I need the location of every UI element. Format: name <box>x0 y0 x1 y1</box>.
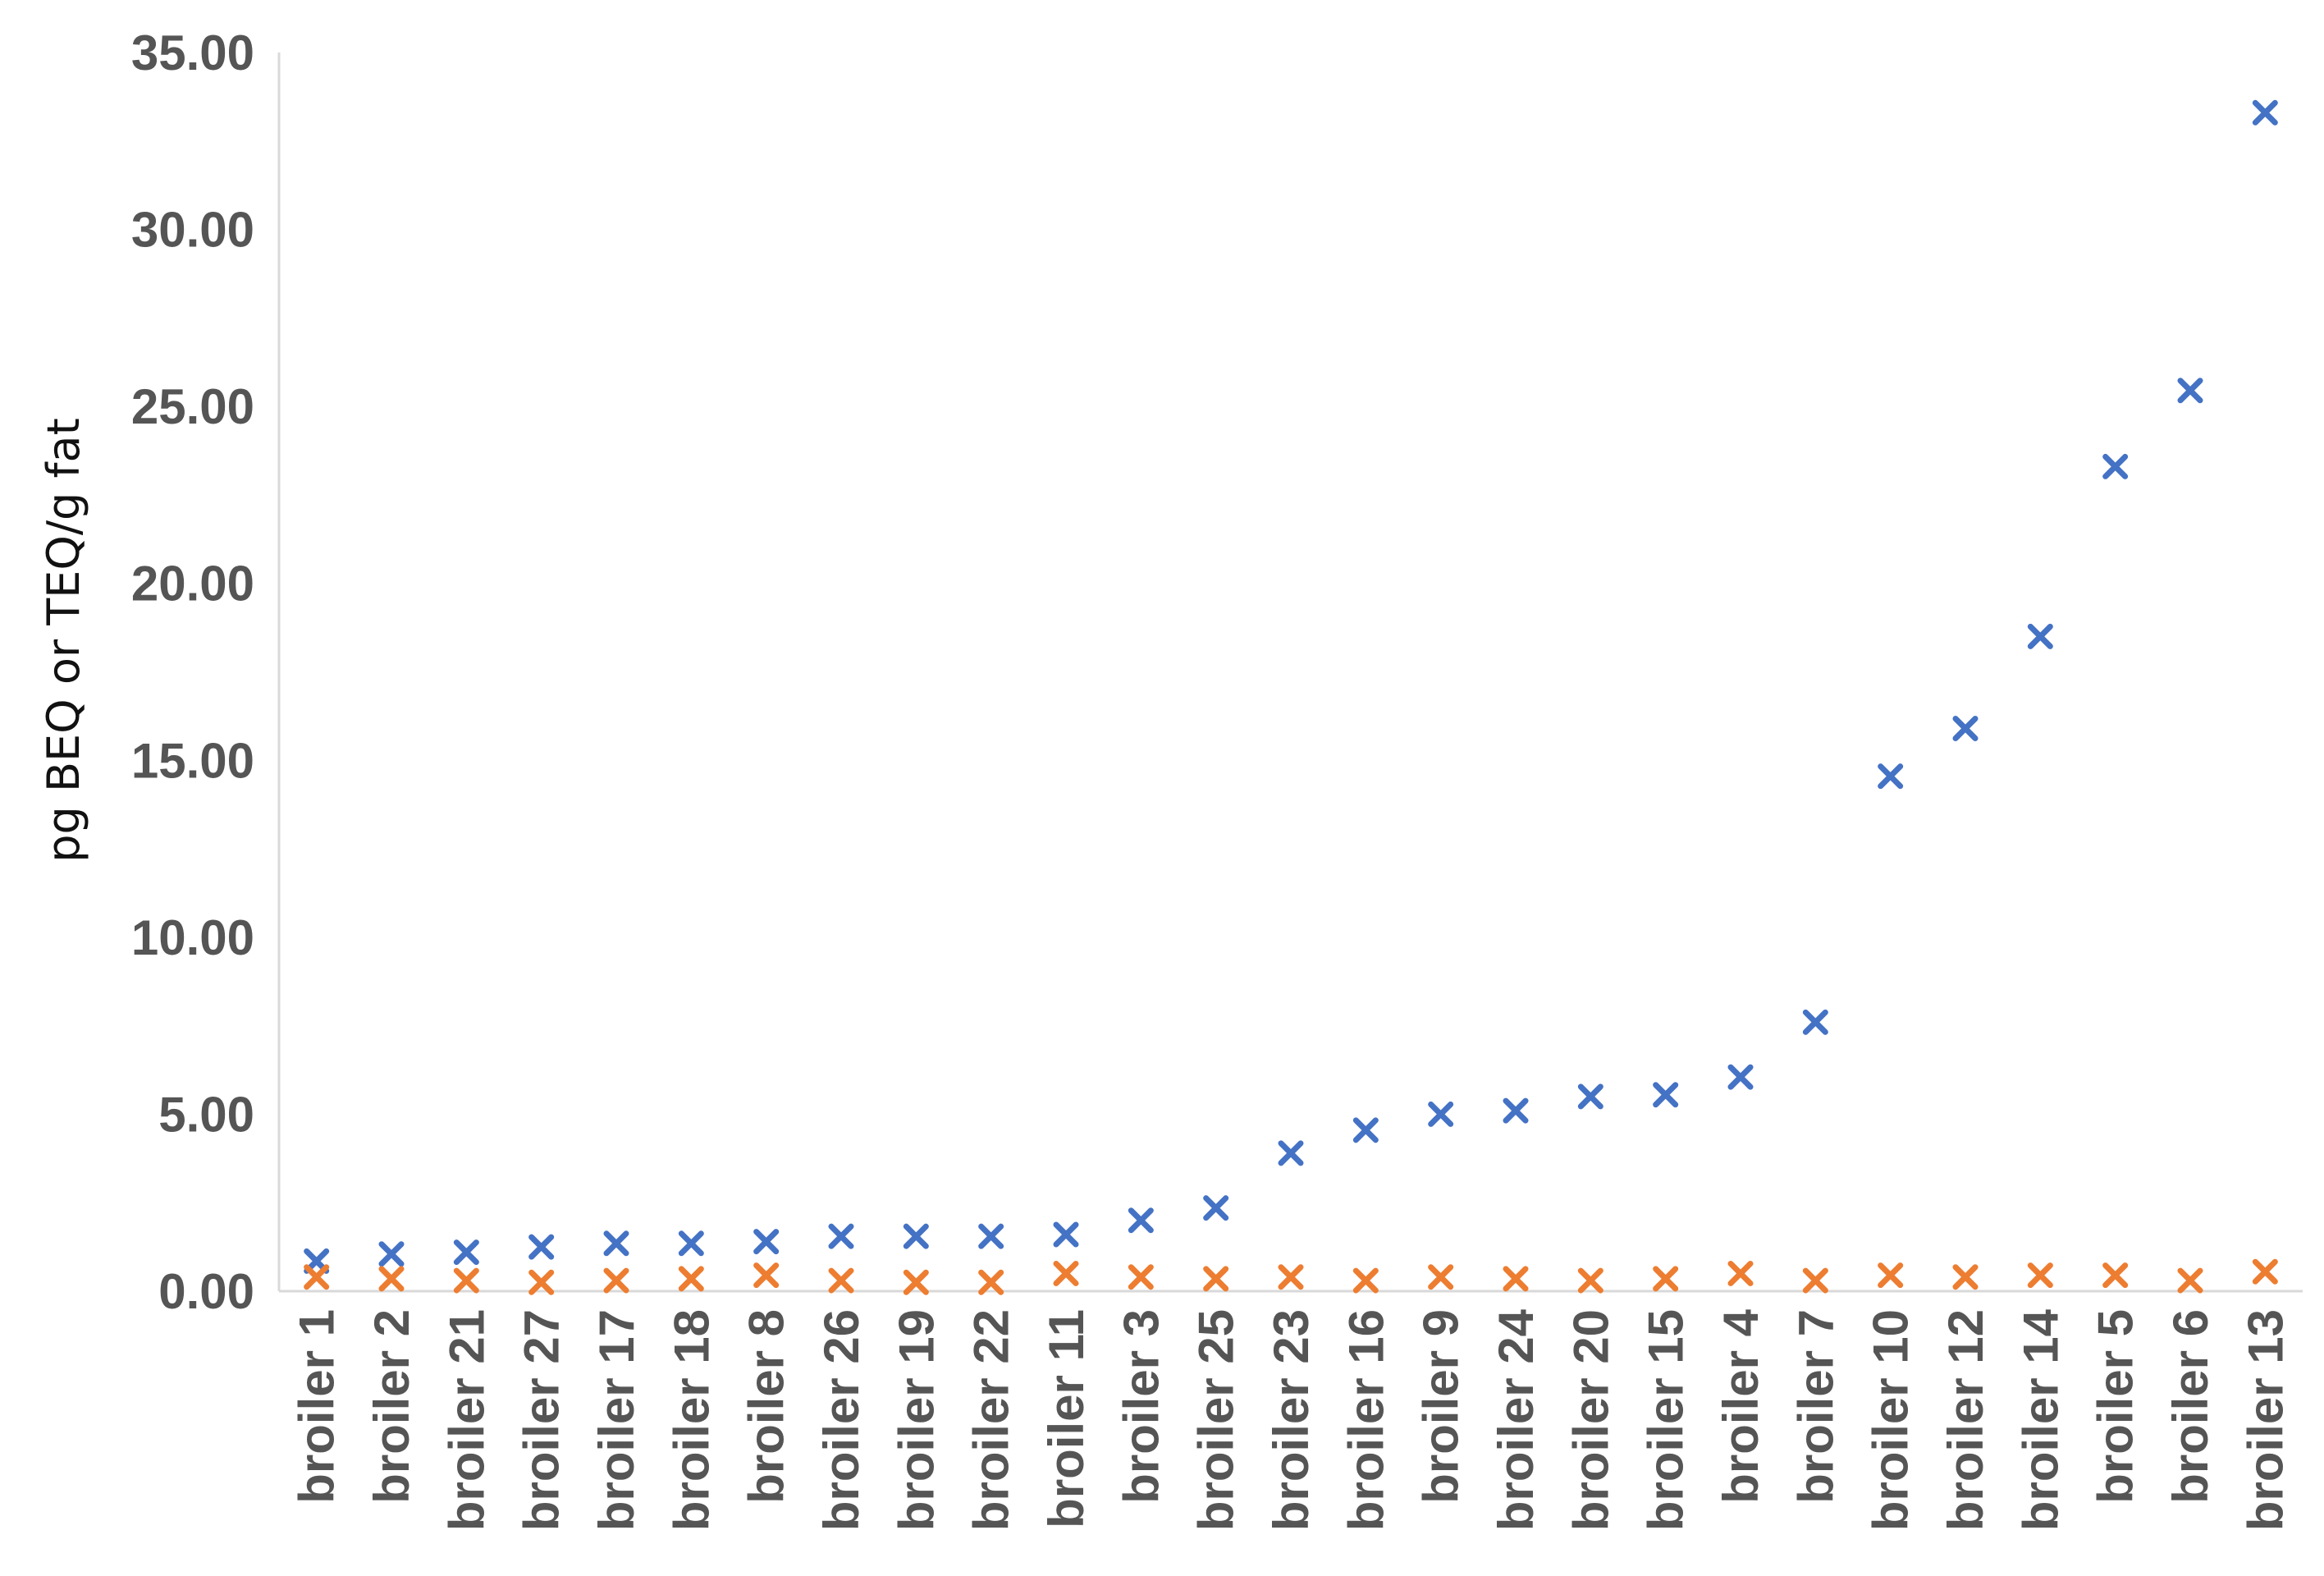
x-tick-label: broiler 25 <box>1189 1309 1244 1531</box>
data-point-series-1 <box>1952 715 1979 741</box>
y-axis-label: pg BEQ or TEQ/g fat <box>38 418 89 862</box>
data-point-series-2 <box>304 1264 330 1290</box>
x-tick-label: broiler 8 <box>739 1309 794 1504</box>
x-tick-label: broiler 23 <box>1264 1309 1319 1531</box>
data-point-series-2 <box>1802 1267 1828 1294</box>
x-tick-label: broiler 3 <box>1114 1309 1169 1504</box>
x-tick-label: broiler 2 <box>364 1309 419 1504</box>
data-point-series-2 <box>753 1262 780 1289</box>
data-point-series-2 <box>2252 1258 2278 1285</box>
data-point-series-1 <box>1878 763 1904 790</box>
data-point-series-1 <box>378 1241 405 1267</box>
data-point-series-2 <box>978 1269 1004 1295</box>
data-point-series-1 <box>2177 378 2203 404</box>
data-point-series-2 <box>2027 1262 2053 1289</box>
y-tick-label: 30.00 <box>131 203 254 258</box>
data-point-series-1 <box>2102 453 2129 479</box>
data-point-series-1 <box>2252 99 2278 126</box>
data-point-series-1 <box>678 1230 704 1257</box>
data-point-series-2 <box>1577 1267 1603 1294</box>
data-point-series-1 <box>1053 1221 1079 1248</box>
y-tick-label: 5.00 <box>158 1087 254 1142</box>
data-point-series-2 <box>453 1267 479 1294</box>
data-point-series-2 <box>1952 1264 1979 1290</box>
data-point-series-1 <box>453 1239 479 1266</box>
x-tick-label: broiler 19 <box>889 1309 944 1531</box>
y-tick-label: 20.00 <box>131 557 254 612</box>
x-tick-label: broiler 27 <box>515 1309 570 1531</box>
x-tick-label: broiler 10 <box>1864 1309 1919 1531</box>
data-point-series-2 <box>678 1266 704 1292</box>
data-point-series-1 <box>603 1230 629 1257</box>
x-tick-label: broiler 5 <box>2088 1309 2143 1504</box>
data-point-series-1 <box>1577 1084 1603 1110</box>
data-points <box>304 99 2278 1295</box>
data-point-series-2 <box>1053 1260 1079 1286</box>
data-point-series-1 <box>828 1223 854 1249</box>
data-point-series-1 <box>1802 1009 1828 1035</box>
data-point-series-1 <box>1203 1195 1229 1221</box>
data-point-series-2 <box>2102 1262 2129 1289</box>
x-tick-label: broiler 16 <box>1338 1309 1393 1531</box>
y-tick-label: 0.00 <box>158 1264 254 1319</box>
x-tick-label: broiler 11 <box>1039 1309 1094 1528</box>
data-point-series-2 <box>1128 1264 1154 1290</box>
x-tick-label: broiler 15 <box>1639 1309 1694 1531</box>
data-point-series-2 <box>1352 1267 1379 1294</box>
y-tick-label: 35.00 <box>131 25 254 80</box>
data-point-series-1 <box>753 1229 780 1255</box>
y-tick-label: 10.00 <box>131 910 254 965</box>
x-tick-label: broiler 12 <box>1938 1309 1993 1531</box>
data-point-series-2 <box>1503 1266 1529 1292</box>
data-point-series-2 <box>603 1267 629 1294</box>
x-tick-label: broiler 21 <box>439 1309 494 1531</box>
x-tick-label: broiler 24 <box>1489 1308 1544 1531</box>
x-tick-label: broiler 26 <box>814 1309 869 1531</box>
x-tick-label: broiler 18 <box>664 1309 719 1531</box>
data-point-series-1 <box>1352 1117 1379 1143</box>
data-point-series-2 <box>2177 1267 2203 1294</box>
x-tick-label: broiler 6 <box>2163 1309 2218 1504</box>
data-point-series-1 <box>1128 1207 1154 1234</box>
data-point-series-2 <box>1878 1262 1904 1289</box>
data-point-series-1 <box>1727 1064 1754 1090</box>
x-tick-label: broiler 4 <box>1713 1308 1768 1503</box>
x-tick-labels: broiler 1 broiler 2 broiler 21 broiler 27 br… <box>290 1308 2294 1531</box>
data-point-series-2 <box>1203 1266 1229 1292</box>
data-point-series-2 <box>903 1269 929 1295</box>
x-tick-label: broiler 1 <box>290 1309 345 1504</box>
y-tick-labels: 0.00 5.00 10.00 15.00 20.00 25.00 30.00 35.00 <box>131 25 254 1319</box>
data-point-series-2 <box>1727 1260 1754 1286</box>
x-tick-label: broiler 22 <box>964 1309 1019 1531</box>
data-point-series-1 <box>1278 1140 1304 1166</box>
data-point-series-2 <box>528 1269 555 1295</box>
data-point-series-2 <box>1428 1264 1454 1290</box>
data-point-series-1 <box>1428 1101 1454 1127</box>
x-tick-label: broiler 14 <box>2013 1308 2068 1531</box>
y-tick-label: 15.00 <box>131 733 254 788</box>
data-point-series-2 <box>1278 1264 1304 1290</box>
x-tick-label: broiler 7 <box>1788 1309 1843 1504</box>
data-point-series-1 <box>978 1223 1004 1249</box>
x-tick-label: broiler 13 <box>2238 1309 2293 1531</box>
y-tick-label: 25.00 <box>131 379 254 434</box>
data-point-series-1 <box>1503 1097 1529 1124</box>
x-tick-label: broiler 9 <box>1414 1309 1469 1504</box>
x-tick-label: broiler 20 <box>1563 1309 1618 1531</box>
data-point-series-1 <box>903 1223 929 1249</box>
data-point-series-1 <box>528 1234 555 1260</box>
data-point-series-1 <box>1653 1082 1679 1108</box>
data-point-series-2 <box>378 1266 405 1292</box>
data-point-series-1 <box>2027 623 2053 649</box>
data-point-series-2 <box>1653 1266 1679 1292</box>
x-tick-label: broiler 17 <box>589 1309 644 1531</box>
data-point-series-2 <box>828 1267 854 1294</box>
